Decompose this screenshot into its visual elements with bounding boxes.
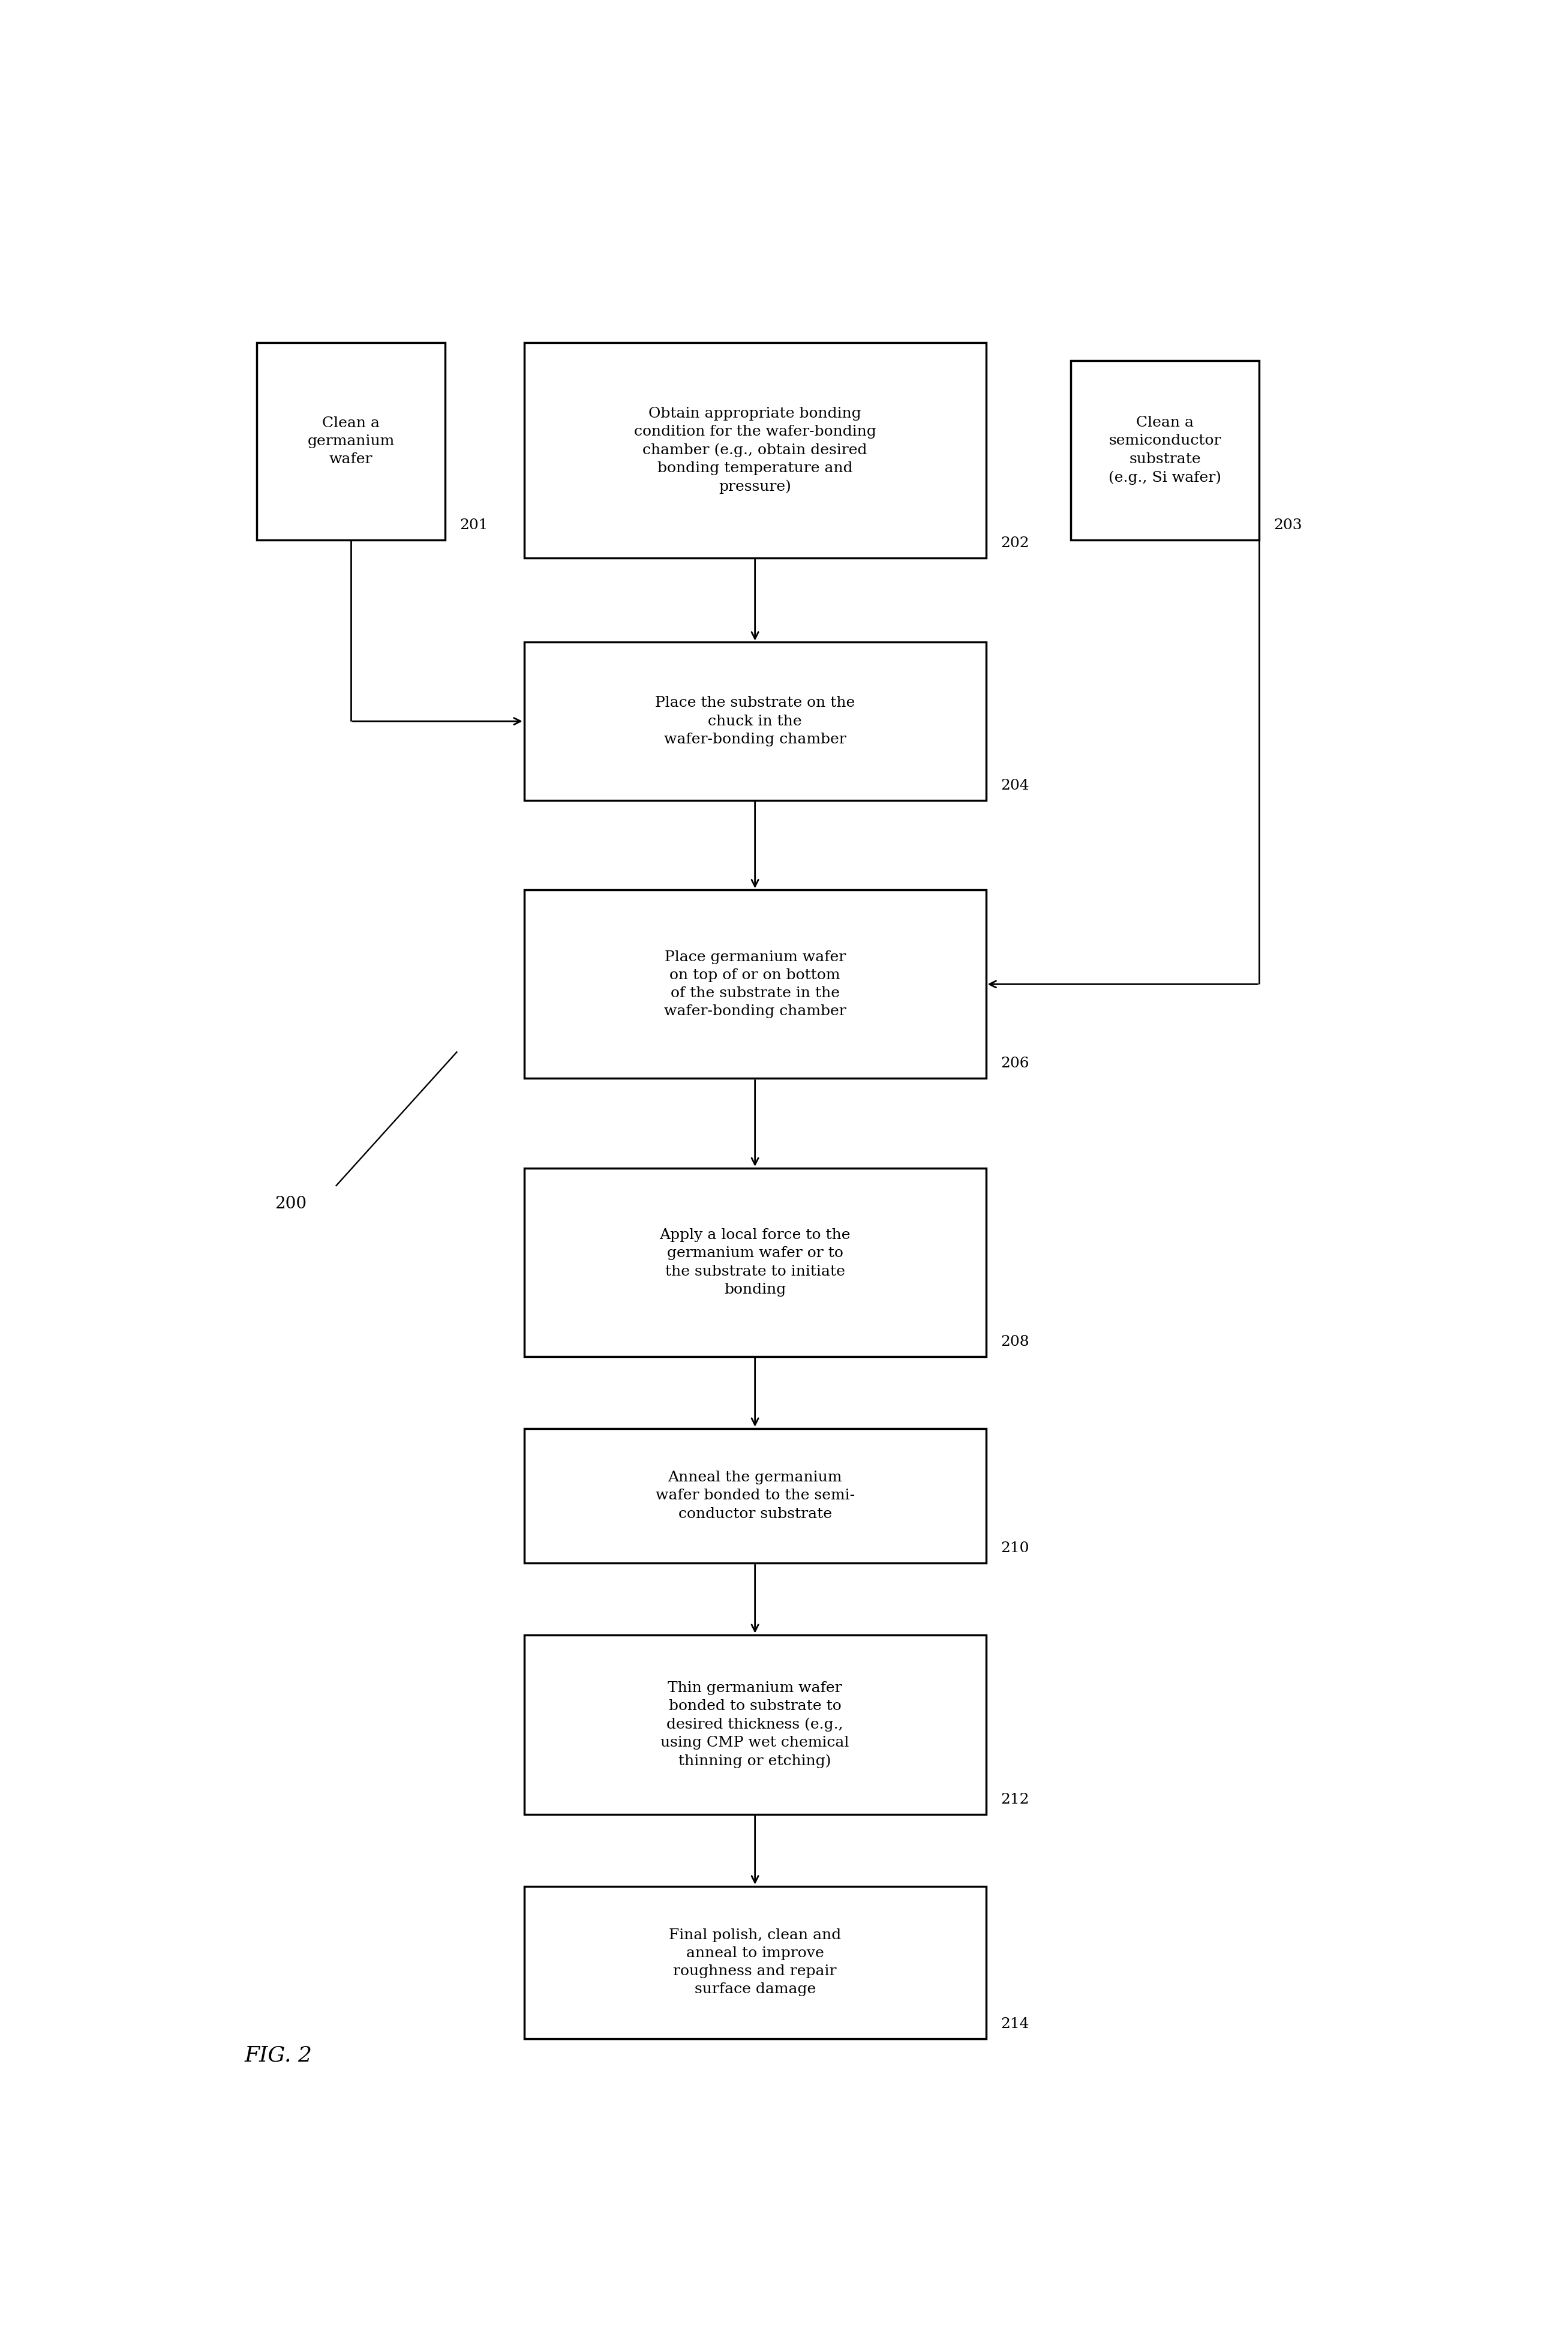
Text: 210: 210	[1000, 1541, 1029, 1555]
Text: 208: 208	[1000, 1336, 1029, 1350]
Text: Place germanium wafer
on top of or on bottom
of the substrate in the
wafer-bondi: Place germanium wafer on top of or on bo…	[663, 951, 847, 1019]
Text: Thin germanium wafer
bonded to substrate to
desired thickness (e.g.,
using CMP w: Thin germanium wafer bonded to substrate…	[660, 1681, 850, 1769]
Text: 203: 203	[1273, 517, 1303, 531]
FancyBboxPatch shape	[524, 1634, 986, 1814]
FancyBboxPatch shape	[257, 343, 445, 541]
Text: Obtain appropriate bonding
condition for the wafer-bonding
chamber (e.g., obtain: Obtain appropriate bonding condition for…	[633, 406, 877, 494]
Text: 206: 206	[1000, 1056, 1029, 1070]
Text: Place the substrate on the
chuck in the
wafer-bonding chamber: Place the substrate on the chuck in the …	[655, 697, 855, 746]
FancyBboxPatch shape	[524, 1168, 986, 1357]
FancyBboxPatch shape	[524, 890, 986, 1079]
FancyBboxPatch shape	[524, 1886, 986, 2040]
Text: Clean a
germanium
wafer: Clean a germanium wafer	[307, 417, 395, 466]
Text: 204: 204	[1000, 779, 1029, 793]
Text: Final polish, clean and
anneal to improve
roughness and repair
surface damage: Final polish, clean and anneal to improv…	[670, 1928, 840, 1995]
Text: 202: 202	[1000, 536, 1029, 550]
Text: 201: 201	[459, 517, 488, 531]
Text: Apply a local force to the
germanium wafer or to
the substrate to initiate
bondi: Apply a local force to the germanium waf…	[660, 1228, 850, 1296]
FancyBboxPatch shape	[1071, 361, 1259, 541]
FancyBboxPatch shape	[524, 643, 986, 800]
Text: Clean a
semiconductor
substrate
(e.g., Si wafer): Clean a semiconductor substrate (e.g., S…	[1109, 415, 1221, 485]
FancyBboxPatch shape	[524, 1429, 986, 1564]
Text: 200: 200	[274, 1196, 307, 1212]
Text: 212: 212	[1000, 1793, 1029, 1807]
FancyBboxPatch shape	[524, 343, 986, 557]
Text: 214: 214	[1000, 2016, 1029, 2030]
Text: FIG. 2: FIG. 2	[245, 2044, 312, 2065]
Text: Anneal the germanium
wafer bonded to the semi-
conductor substrate: Anneal the germanium wafer bonded to the…	[655, 1471, 855, 1520]
